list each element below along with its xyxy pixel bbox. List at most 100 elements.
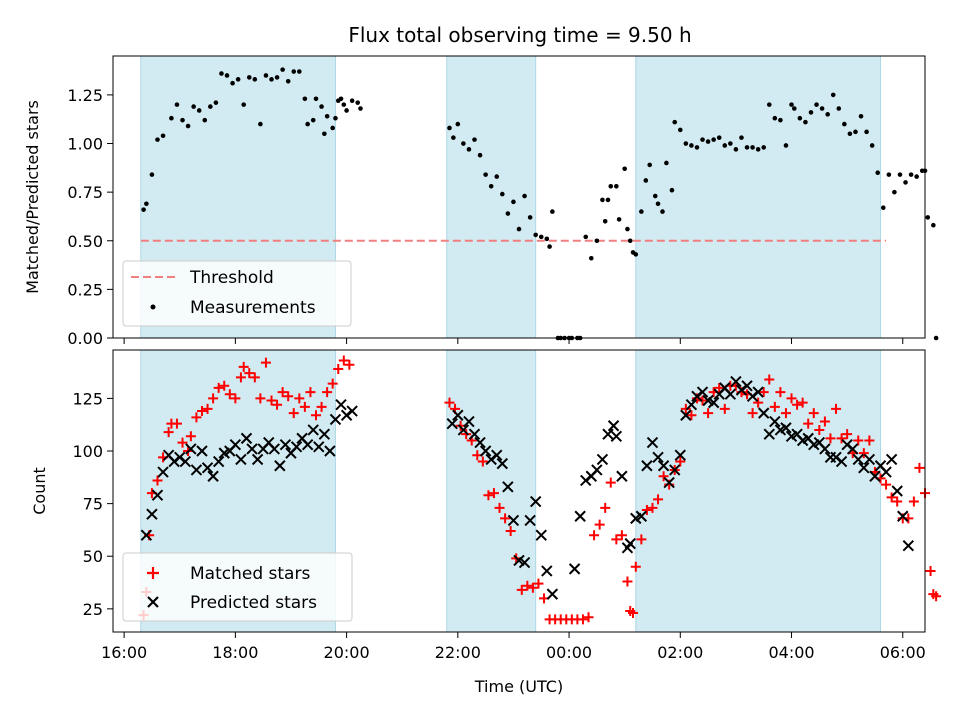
measurement-point: [185, 123, 191, 129]
measurement-point: [892, 189, 897, 195]
measurement-point: [274, 75, 280, 80]
matched-point: [344, 359, 355, 370]
matched-point: [786, 393, 797, 404]
predicted-point: [468, 428, 481, 440]
predicted-point: [641, 460, 653, 472]
matched-point: [288, 408, 299, 419]
measurement-point: [677, 127, 683, 133]
predicted-point: [724, 388, 737, 400]
predicted-point: [313, 441, 325, 453]
measurement-point: [639, 209, 644, 214]
matched-point: [714, 382, 725, 393]
matched-point: [908, 496, 919, 507]
matched-point: [675, 456, 686, 467]
measurement-point: [291, 69, 297, 74]
measurement-point: [808, 110, 814, 115]
matched-point: [224, 389, 235, 400]
predicted-point: [318, 428, 331, 440]
measurement-point: [689, 143, 694, 148]
measurement-point: [908, 172, 914, 177]
measurement-point: [683, 141, 689, 146]
predicted-point: [863, 453, 876, 466]
measurement-point: [511, 199, 516, 205]
predicted-point: [657, 460, 670, 472]
bottom-y-tick-label: 75: [83, 495, 103, 514]
measurement-point: [169, 115, 174, 121]
matched-point: [500, 513, 511, 524]
predicted-point: [635, 510, 648, 522]
matched-point: [636, 534, 647, 545]
matched-point: [185, 431, 196, 442]
predicted-point: [446, 417, 458, 430]
matched-point: [792, 399, 803, 410]
measurement-point: [625, 226, 630, 232]
measurement-point: [594, 238, 600, 244]
matched-point: [249, 372, 260, 383]
matched-point: [260, 357, 271, 368]
matched-point: [797, 397, 808, 408]
bottom-observing-windows: [140, 349, 882, 633]
predicted-point: [518, 556, 531, 569]
measurement-point: [180, 117, 185, 123]
measurement-point: [483, 172, 488, 177]
top-y-tick-label: 0.75: [67, 183, 103, 202]
bottom-legend-box: [122, 552, 353, 622]
predicted-point: [752, 386, 764, 398]
measurement-point: [144, 201, 149, 207]
matched-point: [658, 471, 669, 482]
x-tick-label: 18:00: [212, 643, 258, 662]
measurement-point: [766, 102, 772, 107]
measurement-point: [931, 222, 936, 228]
matched-point: [769, 401, 780, 412]
predicted-point: [541, 565, 553, 577]
predicted-point: [730, 375, 742, 388]
matched-point: [333, 363, 344, 374]
predicted-point: [140, 529, 153, 541]
measurement-point: [627, 238, 633, 244]
matched-point: [628, 608, 639, 619]
x-tick-label: 02:00: [657, 643, 703, 662]
predicted-point: [663, 476, 675, 489]
matched-point: [842, 429, 853, 440]
predicted-point: [835, 455, 848, 468]
predicted-point: [891, 485, 903, 497]
matched-point: [272, 399, 283, 410]
measurement-point: [155, 137, 160, 142]
measurement-point: [538, 234, 544, 240]
x-tick-label: 16:00: [101, 643, 147, 662]
bottom-legend: Matched stars Predicted stars: [122, 552, 353, 622]
matched-point: [780, 408, 791, 419]
predicted-point: [880, 466, 892, 478]
predicted-point: [897, 510, 909, 522]
matched-point: [892, 496, 903, 507]
matched-point: [230, 393, 241, 404]
matched-point: [477, 456, 488, 467]
matched-point: [533, 578, 544, 589]
matched-point: [277, 387, 288, 398]
chart-title: Flux total observing time = 9.50 h: [348, 23, 691, 47]
predicted-point: [474, 436, 486, 449]
matched-point: [583, 612, 594, 623]
predicted-point: [279, 438, 292, 451]
measurement-point: [705, 139, 711, 144]
predicted-point: [151, 489, 164, 501]
measurement-point: [660, 209, 665, 214]
matched-point: [171, 418, 182, 429]
matched-point: [461, 429, 472, 440]
measurement-point: [500, 191, 505, 197]
measurement-point: [196, 108, 202, 113]
measurement-point: [302, 96, 308, 102]
matched-point: [831, 403, 842, 414]
predicted-point: [246, 443, 258, 455]
matched-point: [758, 387, 769, 398]
matched-point: [630, 561, 641, 572]
predicted-point: [819, 443, 831, 455]
matched-legend-label: Matched stars: [190, 564, 310, 584]
matched-point: [305, 387, 316, 398]
matched-point: [163, 427, 174, 438]
measurement-point: [897, 172, 903, 177]
predicted-point: [157, 466, 169, 478]
measurement-point: [853, 129, 858, 135]
matched-point: [577, 614, 588, 625]
